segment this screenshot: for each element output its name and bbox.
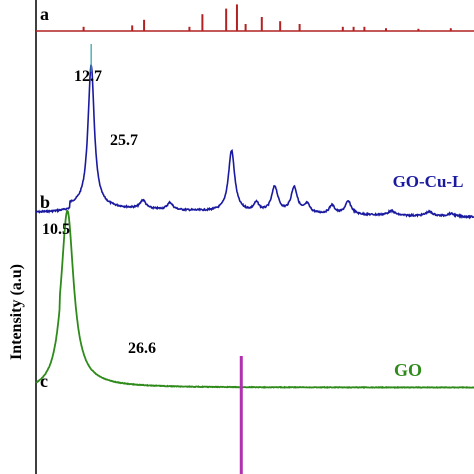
panel-c-letter: c <box>40 371 48 391</box>
panel-c-peak-label: 10.5 <box>42 221 70 238</box>
chart-labels: Intensity (a.u) a b GO-Cu-L 12.7 25.7 c GO 10.5 2… <box>8 4 463 391</box>
panel-b-peak-label-2: 25.7 <box>110 132 138 149</box>
panel-b-series-label: GO-Cu-L <box>393 172 464 191</box>
panel-b-letter: b <box>40 192 50 212</box>
panel-c-trace <box>35 209 474 389</box>
reference-line-label: 26.6 <box>128 340 156 357</box>
panel-a-letter: a <box>40 4 49 24</box>
panel-b-peak-label-1: 12.7 <box>74 68 102 85</box>
pattern-traces <box>35 4 474 474</box>
panel-c-series-label: GO <box>394 360 422 380</box>
panel-b-trace <box>35 64 474 220</box>
y-axis-label: Intensity (a.u) <box>8 264 25 360</box>
